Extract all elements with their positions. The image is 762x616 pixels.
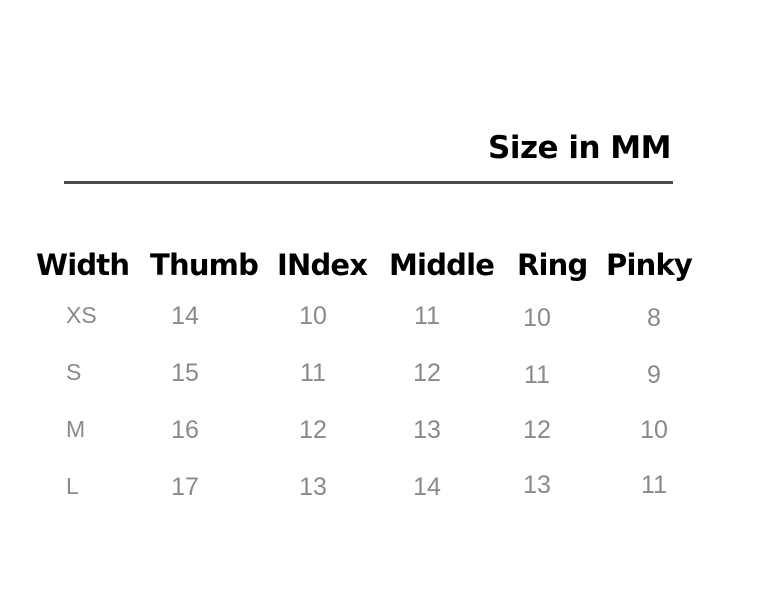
table-cell: 13 (413, 416, 441, 444)
table-cell: 15 (171, 359, 199, 387)
column-header-ring: Ring (517, 248, 588, 282)
size-label: M (66, 416, 86, 442)
table-cell: 12 (523, 416, 551, 444)
table-cell: 13 (523, 471, 551, 499)
table-cell: 14 (171, 302, 199, 330)
table-cell: 10 (523, 304, 551, 332)
table-cell: 17 (171, 473, 199, 501)
column-header-index: INdex (277, 248, 368, 282)
table-cell: 16 (171, 416, 199, 444)
column-header-middle: Middle (389, 248, 495, 282)
table-cell: 11 (524, 361, 550, 389)
table-cell: 11 (414, 302, 440, 330)
table-cell: 8 (647, 304, 661, 332)
size-label: L (66, 473, 79, 499)
size-label: S (66, 359, 82, 385)
table-cell: 12 (413, 359, 441, 387)
column-header-thumb: Thumb (150, 248, 259, 282)
table-cell: 12 (299, 416, 327, 444)
table-cell: 10 (299, 302, 327, 330)
column-header-width: Width (36, 248, 130, 282)
table-cell: 14 (413, 473, 441, 501)
table-cell: 13 (299, 473, 327, 501)
divider (64, 181, 673, 184)
table-title: Size in MM (488, 130, 672, 166)
size-label: XS (66, 302, 97, 328)
column-header-pinky: Pinky (606, 248, 693, 282)
table-cell: 11 (641, 471, 667, 499)
table-cell: 9 (647, 361, 661, 389)
table-cell: 10 (640, 416, 668, 444)
table-cell: 11 (300, 359, 326, 387)
